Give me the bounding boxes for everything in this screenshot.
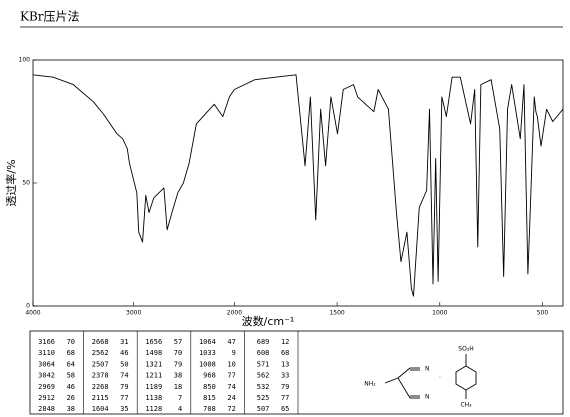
peak-wavenumber: 3110 <box>38 349 55 357</box>
spectrum-line <box>32 74 564 297</box>
peak-transmittance: 79 <box>120 383 128 391</box>
peak-transmittance: 70 <box>174 349 182 357</box>
x-tick-label: 500 <box>537 310 549 317</box>
peak-transmittance: 58 <box>67 372 75 380</box>
peak-wavenumber: 689 <box>257 338 270 346</box>
x-tick-label: 3000 <box>126 310 141 317</box>
peak-transmittance: 68 <box>281 349 289 357</box>
peak-transmittance: 4 <box>178 405 182 413</box>
peak-transmittance: 12 <box>281 338 289 346</box>
peak-transmittance: 10 <box>227 360 235 368</box>
structure-label: SO₃H <box>458 346 473 353</box>
peak-transmittance: 74 <box>120 372 128 380</box>
peak-transmittance: 24 <box>227 394 235 402</box>
y-tick-label: 0 <box>26 303 30 310</box>
y-axis-label: 透过率/% <box>4 159 18 206</box>
peak-wavenumber: 1008 <box>199 360 216 368</box>
peak-wavenumber: 815 <box>203 394 216 402</box>
structure-label: NH₂ <box>364 381 376 388</box>
peak-transmittance: 68 <box>67 349 75 357</box>
peak-wavenumber: 2378 <box>92 372 109 380</box>
peak-wavenumber: 532 <box>257 383 270 391</box>
peak-wavenumber: 2115 <box>92 394 109 402</box>
structure-label: N <box>425 366 430 373</box>
peak-wavenumber: 1064 <box>199 338 216 346</box>
peak-wavenumber: 2912 <box>38 394 55 402</box>
x-tick-label: 2000 <box>227 310 242 317</box>
peak-wavenumber: 1033 <box>199 349 216 357</box>
peak-transmittance: 70 <box>67 338 75 346</box>
peak-transmittance: 65 <box>281 405 289 413</box>
peak-wavenumber: 525 <box>257 394 270 402</box>
peak-transmittance: 46 <box>120 349 128 357</box>
peak-wavenumber: 1656 <box>145 338 162 346</box>
peak-transmittance: 13 <box>281 360 289 368</box>
y-tick-label: 100 <box>19 57 31 64</box>
peak-wavenumber: 708 <box>203 405 216 413</box>
peak-wavenumber: 3064 <box>38 360 55 368</box>
peak-transmittance: 50 <box>120 360 128 368</box>
peak-wavenumber: 1211 <box>145 372 162 380</box>
peak-wavenumber: 1138 <box>145 394 162 402</box>
peak-wavenumber: 968 <box>203 372 216 380</box>
peak-transmittance: 77 <box>227 372 235 380</box>
peak-wavenumber: 2507 <box>92 360 109 368</box>
x-tick-label: 1500 <box>329 310 344 317</box>
peak-wavenumber: 562 <box>257 372 270 380</box>
peak-transmittance: 38 <box>174 372 182 380</box>
structure-label: · <box>439 375 441 382</box>
peak-wavenumber: 2268 <box>92 383 109 391</box>
x-tick-label: 4000 <box>25 310 40 317</box>
peak-transmittance: 46 <box>67 383 75 391</box>
peak-transmittance: 77 <box>281 394 289 402</box>
peak-wavenumber: 2562 <box>92 349 109 357</box>
peak-transmittance: 72 <box>227 405 235 413</box>
peak-transmittance: 26 <box>67 394 75 402</box>
peak-transmittance: 33 <box>281 372 289 380</box>
peak-transmittance: 35 <box>120 405 128 413</box>
peak-transmittance: 38 <box>67 405 75 413</box>
y-tick-label: 50 <box>22 180 30 187</box>
peak-wavenumber: 850 <box>203 383 216 391</box>
structure-label: N <box>425 394 430 401</box>
peak-transmittance: 18 <box>174 383 182 391</box>
structure-label: CH₃ <box>460 402 472 409</box>
peak-wavenumber: 1321 <box>145 360 162 368</box>
peak-transmittance: 64 <box>67 360 75 368</box>
peak-transmittance: 9 <box>232 349 236 357</box>
peak-wavenumber: 1128 <box>145 405 162 413</box>
peak-transmittance: 77 <box>120 394 128 402</box>
peak-transmittance: 47 <box>227 338 235 346</box>
peak-transmittance: 79 <box>174 360 182 368</box>
peak-transmittance: 7 <box>178 394 182 402</box>
peak-wavenumber: 2969 <box>38 383 55 391</box>
peak-transmittance: 74 <box>227 383 235 391</box>
x-tick-label: 1000 <box>432 310 447 317</box>
peak-table-frame <box>29 330 564 415</box>
peak-wavenumber: 1604 <box>92 405 109 413</box>
peak-wavenumber: 507 <box>257 405 270 413</box>
x-axis-label: 波数/cm⁻¹ <box>242 315 295 328</box>
peak-wavenumber: 608 <box>257 349 270 357</box>
peak-wavenumber: 3042 <box>38 372 55 380</box>
peak-wavenumber: 571 <box>257 360 270 368</box>
peak-wavenumber: 2668 <box>92 338 109 346</box>
peak-transmittance: 57 <box>174 338 182 346</box>
peak-wavenumber: 2848 <box>38 405 55 413</box>
peak-transmittance: 31 <box>120 338 128 346</box>
peak-transmittance: 79 <box>281 383 289 391</box>
peak-wavenumber: 3166 <box>38 338 55 346</box>
peak-wavenumber: 1498 <box>145 349 162 357</box>
chart-title: KBr压片法 <box>20 10 80 24</box>
peak-wavenumber: 1189 <box>145 383 162 391</box>
structure-drawing <box>384 354 477 399</box>
